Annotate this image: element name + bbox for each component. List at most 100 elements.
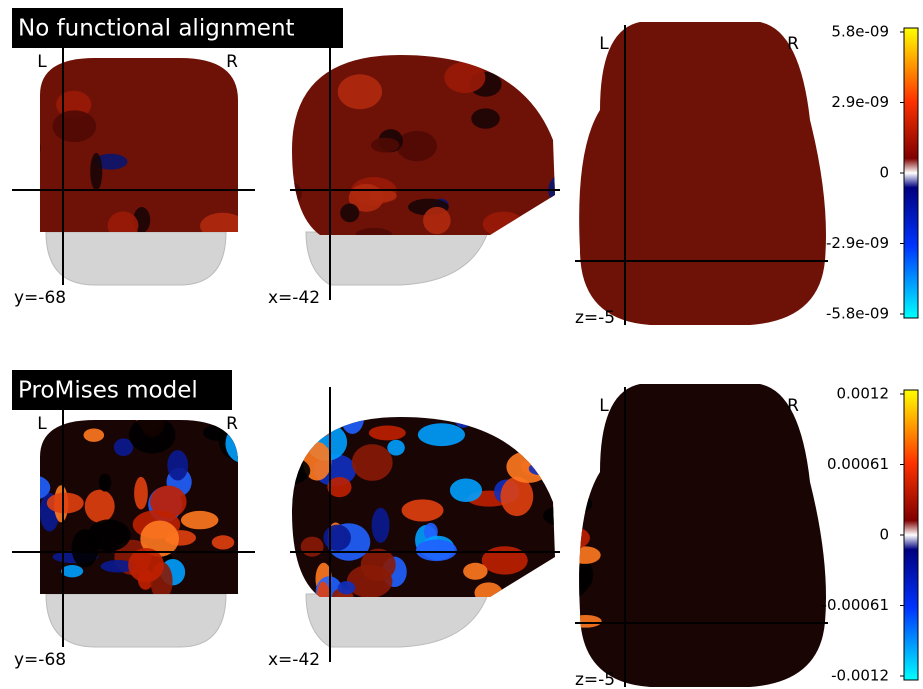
left-label: L	[599, 396, 609, 416]
blob	[506, 308, 528, 326]
blob	[40, 474, 51, 501]
blob	[550, 384, 595, 399]
blob	[252, 605, 271, 643]
blob	[579, 546, 601, 564]
cerebellum	[45, 231, 227, 286]
blob	[9, 272, 52, 285]
cerebellum	[305, 231, 489, 286]
blob	[524, 283, 561, 322]
blob	[424, 284, 450, 303]
left-label: L	[37, 52, 47, 72]
blob	[555, 36, 574, 49]
left-label: L	[599, 34, 609, 54]
blob	[522, 55, 543, 93]
blob	[432, 6, 474, 44]
blob	[567, 429, 596, 450]
blob	[366, 674, 408, 689]
panel-title: No functional alignment	[18, 16, 295, 42]
blob	[273, 257, 311, 283]
blob	[359, 305, 378, 321]
colorbar-tick-label: -0.0012	[831, 667, 889, 685]
blob	[400, 653, 442, 676]
blob	[9, 591, 50, 630]
coord-label: y=-68	[14, 288, 66, 308]
blob	[484, 24, 504, 41]
blob	[98, 473, 112, 492]
blob	[490, 39, 511, 70]
blob	[234, 290, 259, 312]
blob	[423, 206, 451, 235]
blob	[250, 205, 264, 225]
blob	[436, 661, 461, 689]
blob	[251, 373, 277, 399]
blob	[353, 377, 400, 395]
blob	[140, 520, 180, 557]
blob	[153, 282, 173, 304]
blob	[505, 653, 529, 683]
blob	[247, 608, 260, 628]
blob	[432, 682, 475, 689]
blob	[249, 378, 291, 412]
blob	[511, 24, 533, 52]
blob	[90, 152, 103, 191]
blob	[40, 138, 42, 158]
blob	[551, 450, 555, 466]
coord-label: x=-42	[268, 288, 320, 308]
right-label: R	[787, 34, 799, 54]
blob	[535, 670, 573, 689]
colorbar-tick-label: 0.0012	[837, 385, 890, 403]
blob	[553, 627, 567, 643]
blob	[235, 150, 257, 166]
blob	[280, 391, 293, 415]
blob	[266, 71, 280, 101]
colorbar-tick-label: 5.8e-09	[831, 23, 889, 41]
blob	[470, 624, 496, 645]
blob	[542, 506, 555, 526]
blob	[477, 657, 512, 688]
blob	[255, 225, 277, 249]
blob	[250, 430, 270, 460]
blob	[134, 476, 148, 510]
blob	[505, 375, 544, 406]
blob	[315, 581, 331, 597]
blob	[449, 478, 483, 503]
blob	[502, 647, 544, 663]
blob	[272, 676, 297, 689]
blob	[87, 519, 131, 552]
blob	[274, 579, 304, 604]
blob	[496, 246, 534, 283]
blob	[299, 55, 315, 65]
blob	[394, 669, 407, 685]
blob	[211, 535, 235, 550]
panel-title: ProMises model	[18, 378, 198, 404]
blob	[544, 369, 557, 397]
blob	[407, 389, 447, 407]
blob	[531, 628, 575, 652]
blob	[74, 288, 104, 323]
blob	[531, 75, 578, 113]
blob	[94, 153, 128, 170]
blob	[247, 98, 293, 126]
blob	[195, 411, 210, 423]
blob	[242, 72, 254, 90]
coord-label: y=-68	[14, 650, 66, 670]
blob	[520, 372, 560, 406]
colorbar	[903, 27, 919, 319]
blob	[340, 417, 365, 434]
blob	[27, 613, 43, 635]
blob	[300, 536, 324, 557]
blob	[415, 539, 457, 562]
blob	[254, 382, 285, 416]
blob	[463, 562, 488, 580]
blob	[505, 277, 541, 303]
blob	[579, 561, 590, 600]
blob	[360, 548, 396, 582]
blob	[355, 227, 393, 235]
blob	[243, 190, 270, 217]
blob	[467, 399, 511, 424]
blob	[358, 682, 374, 689]
colorbar-tick-label: 0	[879, 164, 889, 182]
colorbar	[903, 389, 919, 681]
activation	[9, 24, 555, 326]
blob	[249, 367, 294, 407]
